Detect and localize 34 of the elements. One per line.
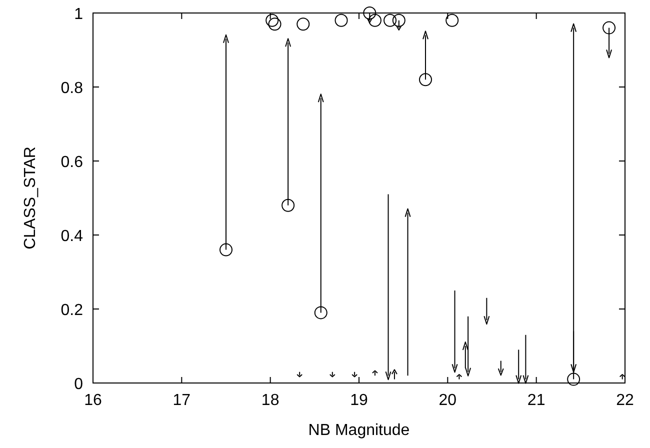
point xyxy=(396,25,402,31)
point xyxy=(392,14,406,27)
y-tick-label: 1 xyxy=(74,6,84,23)
y-axis-title: CLASS_STAR xyxy=(22,146,39,250)
y-tick-label: 0.4 xyxy=(60,228,84,245)
y-tick-label: 0.2 xyxy=(60,302,84,319)
x-tick-label: 18 xyxy=(261,392,280,409)
point xyxy=(462,342,468,350)
point xyxy=(334,14,348,27)
x-tick-label: 17 xyxy=(172,392,191,409)
point xyxy=(419,73,432,86)
point xyxy=(314,306,328,320)
point xyxy=(266,14,279,27)
x-tick-label: 22 xyxy=(616,392,634,409)
y-tick-label: 0.6 xyxy=(60,154,84,171)
point xyxy=(363,6,376,20)
point xyxy=(268,18,282,31)
point xyxy=(282,198,295,212)
point xyxy=(446,14,459,27)
point xyxy=(366,18,373,24)
x-axis-title: NB Magnitude xyxy=(308,422,410,439)
point xyxy=(602,21,616,34)
y-tick-label: 0.8 xyxy=(60,80,84,97)
point xyxy=(368,14,382,27)
x-tick-label: 20 xyxy=(438,392,457,409)
point xyxy=(220,243,232,256)
x-tick-label: 16 xyxy=(84,392,102,409)
point xyxy=(498,368,504,376)
y-tick-label: 0 xyxy=(74,376,84,393)
point xyxy=(384,14,397,27)
point xyxy=(567,372,580,386)
x-tick-label: 21 xyxy=(527,392,546,409)
x-tick-label: 19 xyxy=(350,392,368,409)
point xyxy=(296,18,310,31)
